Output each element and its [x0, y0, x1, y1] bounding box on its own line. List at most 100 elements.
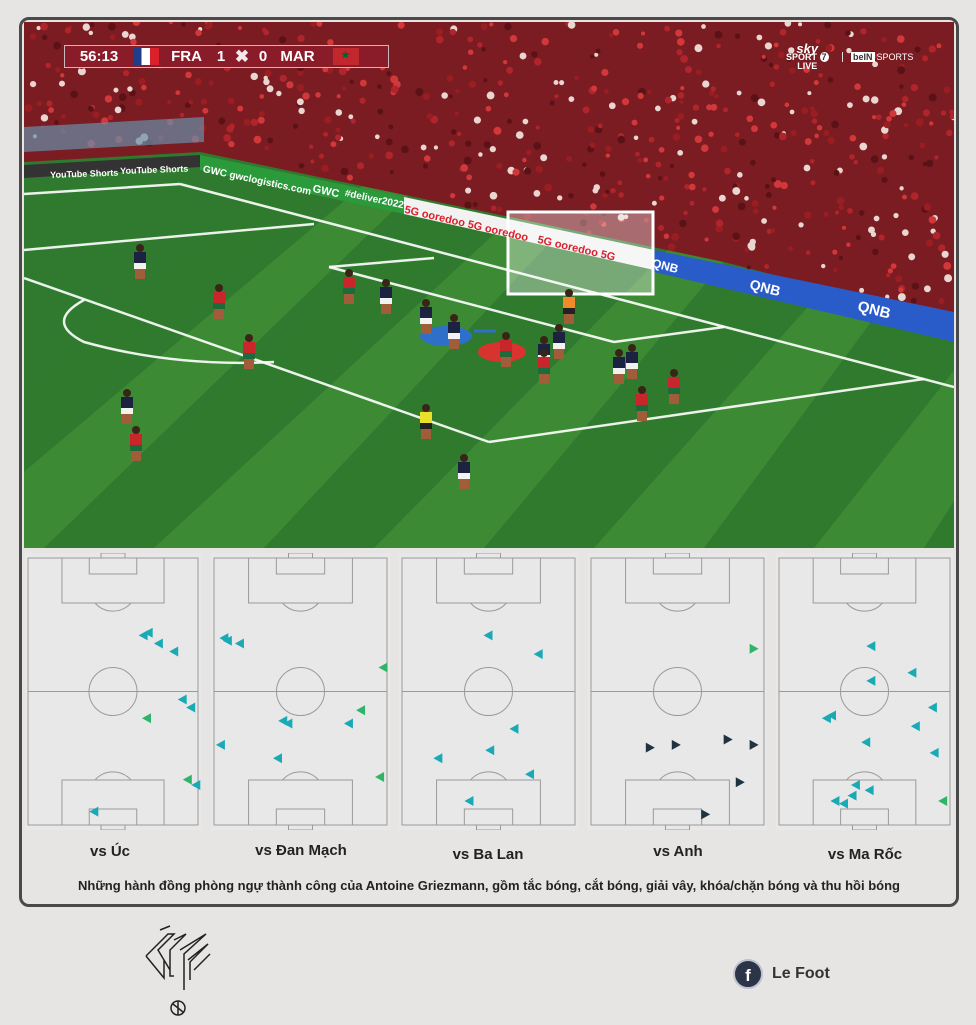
- crowd-fan: [646, 174, 651, 179]
- facebook-page-name[interactable]: Le Foot: [772, 965, 830, 983]
- pitch-map-vs-denmark: [211, 553, 390, 830]
- crowd-fan: [766, 192, 772, 198]
- crowd-fan: [893, 213, 898, 218]
- crowd-fan: [708, 132, 713, 137]
- crowd-fan: [641, 31, 645, 35]
- crowd-fan: [487, 92, 495, 100]
- crowd-fan: [711, 86, 716, 91]
- player-shirt: [380, 287, 392, 298]
- crowd-fan: [774, 64, 780, 70]
- crowd-fan: [765, 184, 770, 189]
- penalty-box-bottom: [62, 780, 164, 825]
- crowd-fan: [871, 96, 879, 104]
- crowd-fan: [566, 156, 572, 162]
- crowd-fan: [902, 229, 909, 236]
- crowd-fan: [490, 192, 498, 200]
- crowd-fan: [389, 125, 394, 130]
- crowd-fan: [897, 66, 905, 74]
- player-shirt: [636, 394, 648, 405]
- defensive-action-marker: [89, 807, 98, 817]
- crowd-fan: [474, 117, 481, 124]
- crowd-fan: [350, 80, 354, 84]
- crowd-fan: [463, 65, 468, 70]
- touchline: [24, 184, 180, 194]
- crowd-fan: [516, 131, 524, 139]
- crowd-fan: [637, 43, 643, 49]
- crowd-fan: [375, 134, 380, 139]
- crowd-fan: [814, 80, 819, 85]
- crowd-fan: [201, 99, 207, 105]
- crowd-fan: [702, 187, 706, 191]
- penalty-arc-top: [95, 603, 131, 611]
- crowd-fan: [122, 31, 129, 38]
- match-clock: 56:13: [65, 48, 133, 65]
- crowd-fan: [123, 70, 129, 76]
- crowd-fan: [659, 195, 664, 200]
- crowd-fan: [790, 130, 796, 136]
- crowd-fan: [679, 220, 686, 227]
- player-head: [123, 389, 131, 397]
- crowd-fan: [694, 44, 702, 52]
- crowd-fan: [929, 216, 937, 224]
- crowd-fan: [712, 206, 719, 213]
- crowd-fan: [649, 137, 655, 143]
- crowd-fan: [737, 91, 742, 96]
- crowd-fan: [185, 72, 192, 79]
- crowd-fan: [600, 171, 606, 177]
- crowd-fan: [659, 147, 665, 153]
- crowd-fan: [469, 81, 476, 88]
- crowd-fan: [884, 121, 891, 128]
- crowd-fan: [127, 86, 132, 91]
- player-shirt: [553, 332, 565, 343]
- crowd-fan: [838, 205, 843, 210]
- crowd-fan: [780, 29, 787, 36]
- crowd-fan: [386, 139, 393, 146]
- crowd-fan: [821, 264, 825, 268]
- crowd-fan: [25, 104, 33, 112]
- home-team: FRA: [159, 48, 214, 65]
- crowd-fan: [854, 83, 861, 90]
- crowd-fan: [218, 118, 225, 125]
- crowd-fan: [119, 93, 127, 101]
- player-shirt: [538, 357, 550, 368]
- crowd-fan: [436, 28, 443, 35]
- crowd-fan: [536, 165, 543, 172]
- le-foot-logo: LF: [140, 920, 220, 1025]
- crowd-fan: [53, 42, 61, 50]
- crowd-fan: [421, 145, 427, 151]
- crowd-fan: [113, 88, 118, 93]
- world-cup-emblem-icon: ✖: [228, 47, 256, 67]
- crowd-fan: [923, 162, 927, 166]
- crowd-fan: [605, 190, 609, 194]
- crowd-fan: [522, 158, 526, 162]
- crowd-fan: [810, 106, 814, 110]
- player-shirt: [626, 352, 638, 363]
- crowd-fan: [105, 95, 112, 102]
- crowd-fan: [638, 158, 643, 163]
- crowd-fan: [785, 103, 790, 108]
- crowd-fan: [523, 119, 529, 125]
- crowd-fan: [688, 172, 694, 178]
- defensive-action-marker: [848, 791, 857, 801]
- player-head: [245, 334, 253, 342]
- crowd-fan: [451, 129, 456, 134]
- facebook-icon[interactable]: f: [733, 959, 763, 989]
- player-shirt: [420, 307, 432, 318]
- crowd-fan: [115, 107, 122, 114]
- crowd-fan: [335, 134, 341, 140]
- crowd-fan: [276, 91, 281, 96]
- crowd-fan: [520, 53, 527, 60]
- crowd-fan: [805, 138, 812, 145]
- crowd-fan: [902, 195, 907, 200]
- crowd-fan: [683, 211, 687, 215]
- crowd-fan: [195, 78, 202, 85]
- crowd-fan: [765, 42, 772, 49]
- player-head: [628, 344, 636, 352]
- penalty-arc-bottom: [471, 772, 507, 780]
- crowd-fan: [360, 80, 367, 87]
- penalty-box-top: [626, 558, 730, 603]
- player-shirt: [134, 252, 146, 263]
- penalty-arc-top: [660, 603, 696, 611]
- crowd-fan: [60, 73, 64, 77]
- crowd-fan: [689, 184, 696, 191]
